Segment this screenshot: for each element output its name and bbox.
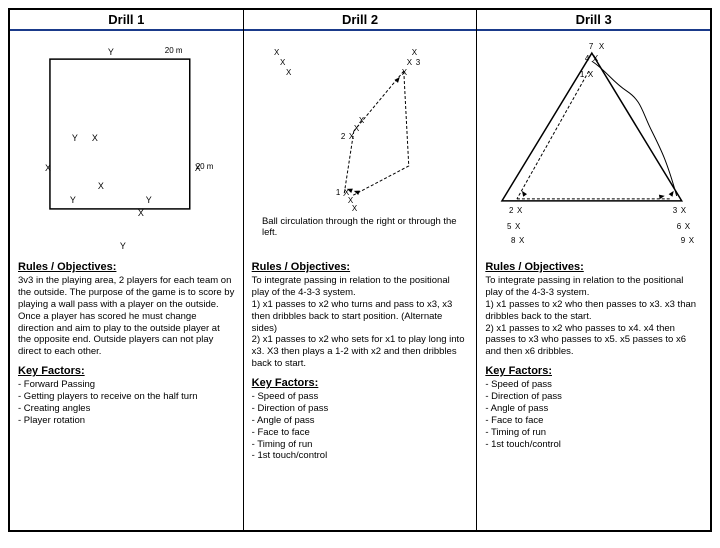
key-drill2: Key Factors: - Speed of pass - Direction… bbox=[244, 372, 477, 464]
svg-text:Y: Y bbox=[108, 47, 114, 57]
title-drill3: Drill 3 bbox=[477, 10, 710, 31]
svg-text:X: X bbox=[517, 206, 523, 215]
rules-heading: Rules / Objectives: bbox=[485, 261, 702, 273]
svg-text:X: X bbox=[354, 124, 360, 133]
svg-text:X: X bbox=[685, 222, 691, 231]
rules-drill1: Rules / Objectives: 3v3 in the playing a… bbox=[10, 256, 243, 360]
svg-text:X: X bbox=[45, 163, 51, 173]
svg-text:X: X bbox=[401, 68, 407, 77]
diagram-drill2: XXXXX3XXXX21XXXBall circulation through … bbox=[244, 31, 477, 256]
svg-text:X: X bbox=[599, 42, 605, 51]
svg-text:X: X bbox=[349, 132, 355, 141]
key-heading: Key Factors: bbox=[485, 365, 702, 377]
svg-text:7: 7 bbox=[589, 42, 594, 51]
svg-text:X: X bbox=[593, 54, 599, 63]
svg-text:X: X bbox=[280, 58, 286, 67]
rules-heading: Rules / Objectives: bbox=[18, 261, 235, 273]
svg-text:9: 9 bbox=[681, 236, 686, 245]
col-drill3: Drill 3 7X4X1X2X5X8X3X6X9X Rules / Objec… bbox=[477, 10, 710, 530]
svg-text:X: X bbox=[406, 58, 412, 67]
svg-text:4: 4 bbox=[585, 54, 590, 63]
diagram-drill1: 20 m20 mYYXXXXYYXY bbox=[10, 31, 243, 256]
title-drill1: Drill 1 bbox=[10, 10, 243, 31]
col-drill2: Drill 2 XXXXX3XXXX21XXXBall circulation … bbox=[244, 10, 478, 530]
key-body: - Speed of pass - Direction of pass - An… bbox=[485, 379, 702, 450]
rules-body: To integrate passing in relation to the … bbox=[252, 275, 469, 370]
svg-text:2: 2 bbox=[341, 132, 346, 141]
rules-body: 3v3 in the playing area, 2 players for e… bbox=[18, 275, 235, 358]
svg-text:X: X bbox=[98, 181, 104, 191]
svg-text:X: X bbox=[681, 206, 687, 215]
diagram-drill3: 7X4X1X2X5X8X3X6X9X bbox=[477, 31, 710, 256]
rules-heading: Rules / Objectives: bbox=[252, 261, 469, 273]
rules-drill3: Rules / Objectives: To integrate passing… bbox=[477, 256, 710, 360]
page-frame: Drill 1 20 m20 mYYXXXXYYXY Rules / Objec… bbox=[8, 8, 712, 532]
rules-body: To integrate passing in relation to the … bbox=[485, 275, 702, 358]
svg-text:X: X bbox=[689, 236, 695, 245]
rules-drill2: Rules / Objectives: To integrate passing… bbox=[244, 256, 477, 372]
svg-text:X: X bbox=[92, 133, 98, 143]
svg-text:Y: Y bbox=[120, 241, 126, 251]
svg-text:X: X bbox=[588, 70, 594, 79]
key-body: - Speed of pass - Direction of pass - An… bbox=[252, 391, 469, 462]
svg-text:Y: Y bbox=[70, 195, 76, 205]
svg-text:X: X bbox=[286, 68, 292, 77]
svg-text:Y: Y bbox=[146, 195, 152, 205]
svg-text:X: X bbox=[411, 48, 417, 57]
key-heading: Key Factors: bbox=[252, 377, 469, 389]
svg-text:X: X bbox=[359, 116, 365, 125]
svg-text:X: X bbox=[515, 222, 521, 231]
key-body: - Forward Passing - Getting players to r… bbox=[18, 379, 235, 427]
svg-text:X: X bbox=[519, 236, 525, 245]
svg-text:1: 1 bbox=[580, 70, 585, 79]
key-drill1: Key Factors: - Forward Passing - Getting… bbox=[10, 360, 243, 429]
svg-text:20 m: 20 m bbox=[165, 46, 183, 55]
svg-text:8: 8 bbox=[511, 236, 516, 245]
svg-text:6: 6 bbox=[677, 222, 682, 231]
key-drill3: Key Factors: - Speed of pass - Direction… bbox=[477, 360, 710, 452]
svg-text:X: X bbox=[352, 204, 358, 213]
col-drill1: Drill 1 20 m20 mYYXXXXYYXY Rules / Objec… bbox=[10, 10, 244, 530]
columns: Drill 1 20 m20 mYYXXXXYYXY Rules / Objec… bbox=[10, 10, 710, 530]
svg-text:3: 3 bbox=[415, 58, 420, 67]
svg-text:X: X bbox=[274, 48, 280, 57]
svg-text:Y: Y bbox=[72, 133, 78, 143]
title-drill2: Drill 2 bbox=[244, 10, 477, 31]
svg-text:1: 1 bbox=[336, 188, 341, 197]
svg-text:X: X bbox=[138, 208, 144, 218]
key-heading: Key Factors: bbox=[18, 365, 235, 377]
svg-text:2: 2 bbox=[509, 206, 514, 215]
svg-text:5: 5 bbox=[507, 222, 512, 231]
svg-text:3: 3 bbox=[673, 206, 678, 215]
svg-text:X: X bbox=[195, 163, 201, 173]
